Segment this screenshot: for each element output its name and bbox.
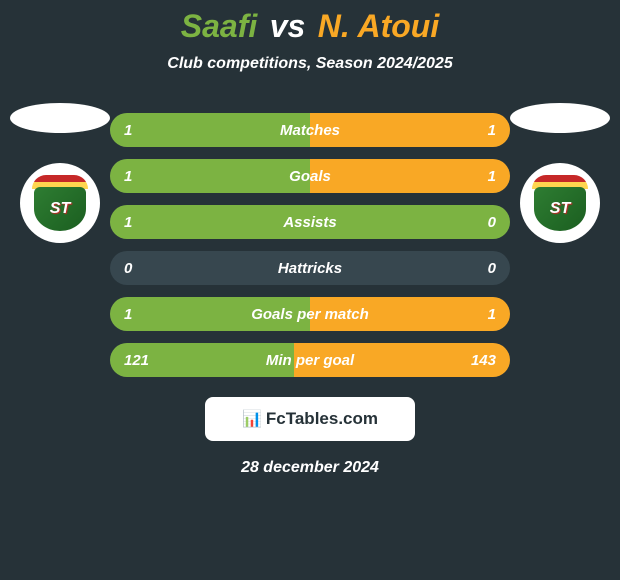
stat-value-right: 0 (488, 260, 496, 277)
player2-name: N. Atoui (318, 8, 439, 44)
stat-value-right: 1 (488, 122, 496, 139)
player2-photo-placeholder (510, 103, 610, 133)
stat-value-right: 0 (488, 214, 496, 231)
player1-photo-placeholder (10, 103, 110, 133)
stat-row: 1 1 Matches (110, 113, 510, 147)
badge-inner: ST (32, 175, 88, 231)
stat-row: 1 1 Goals (110, 159, 510, 193)
stat-value-left: 0 (124, 260, 132, 277)
profile-right: ST (510, 103, 610, 243)
chart-icon: 📊 (242, 409, 262, 429)
stat-value-right: 1 (488, 306, 496, 323)
stat-value-left: 1 (124, 122, 132, 139)
subtitle: Club competitions, Season 2024/2025 (0, 55, 620, 73)
stat-label: Hattricks (278, 260, 342, 277)
badge-text: ST (50, 200, 70, 218)
stats-container: ST ST 1 1 Matches 1 1 Goals 1 0 Assists 0 0 Hattric… (0, 113, 620, 377)
stat-label: Goals per match (251, 306, 369, 323)
title-vs: vs (270, 8, 306, 44)
stat-value-right: 143 (471, 352, 496, 369)
stat-value-right: 1 (488, 168, 496, 185)
stat-value-left: 1 (124, 306, 132, 323)
player1-club-badge: ST (20, 163, 100, 243)
stat-value-left: 121 (124, 352, 149, 369)
logo-box[interactable]: 📊 FcTables.com (205, 397, 415, 441)
date: 28 december 2024 (0, 459, 620, 477)
stat-label: Goals (289, 168, 331, 185)
stat-row: 121 143 Min per goal (110, 343, 510, 377)
badge-inner: ST (532, 175, 588, 231)
stat-rows: 1 1 Matches 1 1 Goals 1 0 Assists 0 0 Hattricks 1 1 Go… (110, 113, 510, 377)
badge-text: ST (550, 200, 570, 218)
badge-body: ST (534, 187, 586, 231)
stat-value-left: 1 (124, 168, 132, 185)
stat-value-left: 1 (124, 214, 132, 231)
stat-bar-right (310, 159, 510, 193)
stat-row: 1 0 Assists (110, 205, 510, 239)
badge-body: ST (34, 187, 86, 231)
player2-club-badge: ST (520, 163, 600, 243)
stat-label: Assists (283, 214, 336, 231)
stat-row: 1 1 Goals per match (110, 297, 510, 331)
stat-label: Min per goal (266, 352, 354, 369)
profile-left: ST (10, 103, 110, 243)
stat-label: Matches (280, 122, 340, 139)
player1-name: Saafi (181, 8, 257, 44)
logo-text: FcTables.com (266, 409, 378, 429)
comparison-title: Saafi vs N. Atoui (0, 0, 620, 55)
stat-bar-left (110, 159, 310, 193)
stat-row: 0 0 Hattricks (110, 251, 510, 285)
